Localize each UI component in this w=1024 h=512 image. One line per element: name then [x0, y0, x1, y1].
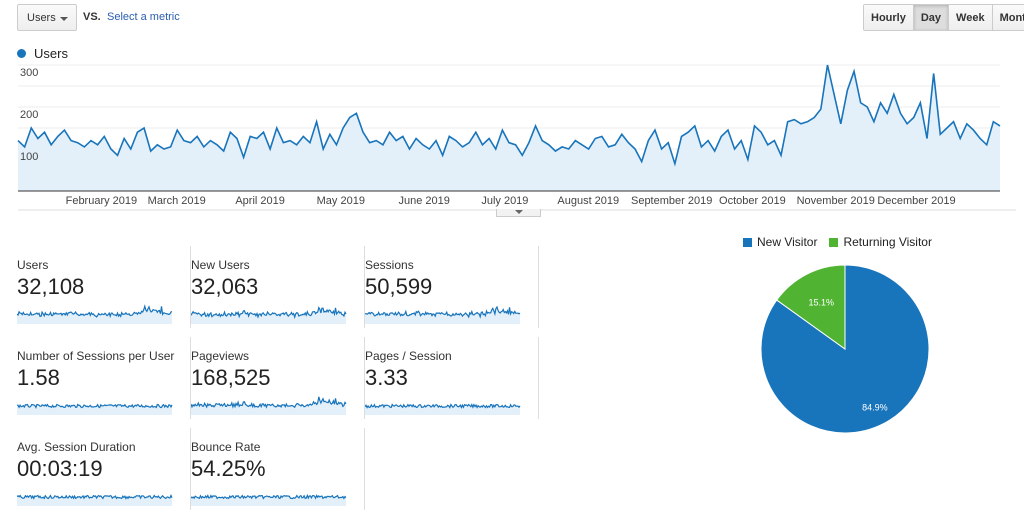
x-tick-label: October 2019 [719, 195, 786, 207]
metric-sparkline [191, 493, 347, 506]
square-icon [829, 237, 839, 247]
x-tick-label: November 2019 [796, 195, 875, 207]
metric-sparkline [17, 494, 173, 506]
metric-label: Avg. Session Duration [17, 440, 136, 454]
metric-card[interactable]: Bounce Rate 54.25% [191, 428, 365, 510]
metric-value: 54.25% [191, 456, 266, 481]
users-line-chart [17, 64, 1016, 211]
pie-legend: New Visitor Returning Visitor [743, 235, 932, 249]
x-tick-label: September 2019 [630, 195, 713, 207]
metric-label: Users [17, 258, 49, 272]
metric-label: New Users [191, 258, 250, 272]
metric-value: 32,063 [191, 274, 259, 299]
x-tick-label: March 2019 [147, 195, 206, 207]
metric-label: Number of Sessions per User [17, 349, 175, 363]
metric-value: 168,525 [191, 365, 271, 390]
metric-sparkline [17, 403, 173, 415]
metric-value: 32,108 [17, 274, 85, 299]
select-metric-link[interactable]: Select a metric [107, 11, 180, 23]
y-tick-100: 100 [20, 151, 39, 163]
x-tick-label: February 2019 [65, 195, 138, 207]
metric-value: 00:03:19 [17, 456, 103, 481]
metric-sparkline [191, 306, 347, 324]
legend-label: New Visitor [757, 235, 818, 249]
period-day-button[interactable]: Day [913, 5, 950, 30]
metric-sparkline [191, 396, 347, 415]
chart-legend: Users [17, 46, 68, 61]
pie-label: 15.1% [808, 298, 834, 308]
legend-label: Users [34, 46, 68, 61]
metric-sparkline [365, 305, 521, 324]
metric-label: Pages / Session [365, 349, 452, 363]
legend-label: Returning Visitor [843, 235, 932, 249]
x-tick-label: December 2019 [877, 195, 956, 207]
period-month-button[interactable]: Month [992, 5, 1024, 30]
x-tick-label: August 2019 [557, 195, 620, 207]
users-series-line [17, 64, 1001, 167]
metric-sparkline [365, 403, 521, 415]
metric-value: 1.58 [17, 365, 60, 390]
metric-card[interactable]: Sessions 50,599 [365, 246, 539, 328]
y-tick-300: 300 [20, 67, 39, 79]
metric-card[interactable]: Number of Sessions per User 1.58 [17, 337, 191, 419]
x-tick-label: April 2019 [235, 195, 285, 207]
metric-card[interactable]: New Users 32,063 [191, 246, 365, 328]
visitor-pie-chart: 84.9% 15.1% [760, 264, 930, 434]
square-icon [743, 237, 752, 247]
period-hourly-button[interactable]: Hourly [864, 5, 914, 30]
y-tick-200: 200 [20, 109, 39, 121]
area-fill [18, 65, 1000, 191]
metric-dropdown[interactable]: Users [17, 4, 77, 31]
metric-card[interactable]: Users 32,108 [17, 246, 191, 328]
legend-dot-icon [17, 49, 26, 58]
metric-card[interactable]: Pageviews 168,525 [191, 337, 365, 419]
x-tick-label: July 2019 [481, 195, 529, 207]
x-tick-label: June 2019 [398, 195, 450, 207]
metric-value: 50,599 [365, 274, 433, 299]
metric-sparkline [17, 304, 173, 324]
vs-label: VS. [83, 11, 101, 23]
metric-label: Sessions [365, 258, 414, 272]
pie-label: 84.9% [862, 402, 888, 412]
metric-card[interactable]: Avg. Session Duration 00:03:19 [17, 428, 191, 510]
period-week-button[interactable]: Week [949, 5, 993, 30]
metric-value: 3.33 [365, 365, 408, 390]
pie-slice-returning [776, 264, 846, 350]
chart-collapse-handle[interactable] [496, 209, 541, 217]
metric-dropdown-label: Users [27, 12, 56, 24]
period-selector: Hourly Day Week Month [863, 4, 1024, 31]
chevron-down-icon [60, 17, 68, 21]
metric-card[interactable]: Pages / Session 3.33 [365, 337, 539, 419]
x-tick-label: May 2019 [316, 195, 365, 207]
metric-label: Pageviews [191, 349, 250, 363]
metric-label: Bounce Rate [191, 440, 261, 454]
legend-new-visitor: New Visitor [743, 235, 817, 249]
legend-returning-visitor: Returning Visitor [829, 235, 932, 249]
